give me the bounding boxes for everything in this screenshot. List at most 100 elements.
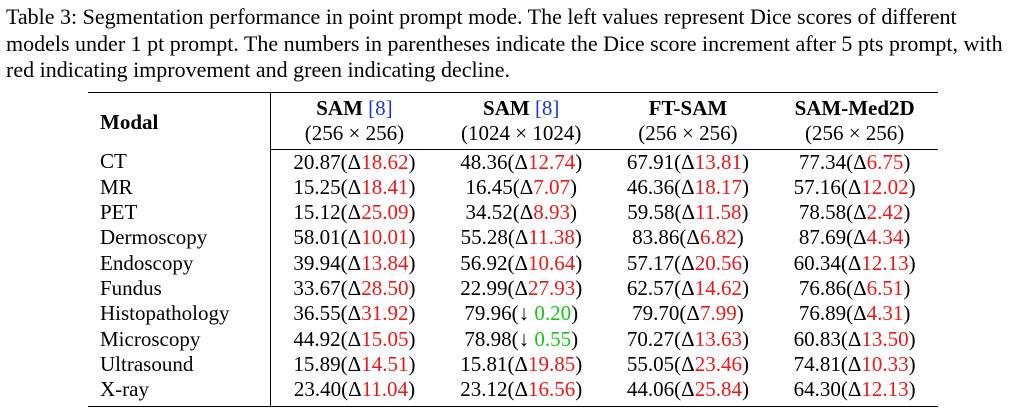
dice-score: 60.83 bbox=[793, 326, 841, 351]
close-paren: ) bbox=[741, 149, 749, 174]
close-paren: ) bbox=[741, 250, 749, 275]
dice-increment: 7.99 bbox=[699, 301, 737, 326]
column-resolution: (256 × 256) bbox=[771, 121, 938, 150]
score-cell: 78.58(Δ2.42) bbox=[771, 200, 938, 225]
dice-increment: 15.05 bbox=[361, 326, 409, 351]
score-cell: 64.30(Δ12.13) bbox=[771, 377, 938, 406]
open-paren: ( bbox=[511, 326, 519, 351]
modal-cell: MR bbox=[88, 174, 271, 201]
score-cell: 60.83(Δ13.50) bbox=[771, 327, 938, 352]
modal-cell: Endoscopy bbox=[88, 250, 271, 277]
delta-symbol: Δ bbox=[347, 326, 362, 351]
table-row: Histopathology 36.55(Δ31.92) 79.96(↓ 0.20)… bbox=[88, 301, 938, 327]
open-paren: ( bbox=[340, 301, 348, 326]
dice-increment: 27.93 bbox=[527, 276, 576, 301]
open-paren: ( bbox=[840, 351, 848, 376]
score-cell: 48.36(Δ12.74) bbox=[438, 149, 605, 175]
dice-score: 76.89 bbox=[798, 301, 847, 326]
citation-link[interactable]: [8] bbox=[534, 96, 560, 120]
dice-score: 15.89 bbox=[293, 351, 341, 376]
dice-increment: 31.92 bbox=[361, 301, 409, 326]
results-table-container: Modal SAM [8] SAM [8] FT-SAM SAM-Med2D (… bbox=[88, 92, 938, 407]
dice-score: 15.25 bbox=[293, 174, 341, 199]
dice-score: 78.58 bbox=[798, 200, 847, 225]
open-paren: ( bbox=[674, 174, 682, 199]
close-paren: ) bbox=[408, 377, 416, 402]
delta-symbol: Δ bbox=[347, 200, 362, 225]
open-paren: ( bbox=[840, 326, 848, 351]
dice-score: 60.34 bbox=[793, 250, 841, 275]
dice-increment: 12.13 bbox=[861, 377, 909, 402]
close-paren: ) bbox=[408, 149, 416, 174]
score-cell: 23.12(Δ16.56) bbox=[438, 377, 605, 406]
table-body: CT 20.87(Δ18.62) 48.36(Δ12.74) 67.91(Δ13.81… bbox=[88, 149, 938, 407]
table-caption: Table 3: Segmentation performance in poi… bbox=[6, 4, 1003, 82]
score-cell: 58.01(Δ10.01) bbox=[271, 225, 438, 250]
open-paren: ( bbox=[340, 326, 348, 351]
delta-symbol: Δ bbox=[847, 250, 862, 275]
delta-symbol: Δ bbox=[519, 174, 534, 199]
column-header-sam-1024: SAM [8] bbox=[438, 93, 605, 122]
open-paren: ( bbox=[507, 377, 515, 402]
dice-score: 23.12 bbox=[460, 377, 508, 402]
dice-score: 23.40 bbox=[293, 377, 342, 402]
modal-column-header: Modal bbox=[88, 92, 271, 150]
score-cell: 22.99(Δ27.93) bbox=[438, 276, 605, 301]
close-paren: ) bbox=[903, 200, 911, 225]
delta-symbol: Δ bbox=[681, 250, 695, 275]
dice-score: 87.69 bbox=[798, 225, 847, 250]
dice-score: 76.86 bbox=[798, 276, 847, 301]
dice-score: 22.99 bbox=[460, 276, 508, 301]
delta-symbol: Δ bbox=[347, 250, 362, 275]
score-cell: 56.92(Δ10.64) bbox=[438, 251, 605, 276]
open-paren: ( bbox=[674, 250, 682, 275]
dice-increment: 19.85 bbox=[527, 351, 576, 376]
close-paren: ) bbox=[736, 225, 744, 250]
score-cell: 83.86(Δ6.82) bbox=[605, 225, 772, 250]
close-paren: ) bbox=[408, 200, 416, 225]
score-cell: 57.16(Δ12.02) bbox=[771, 175, 938, 200]
open-paren: ( bbox=[340, 225, 348, 250]
delta-symbol: Δ bbox=[686, 301, 700, 326]
delta-symbol: Δ bbox=[347, 276, 362, 301]
close-paren: ) bbox=[903, 149, 911, 174]
dice-score: 59.58 bbox=[627, 200, 675, 225]
score-cell: 87.69(Δ4.34) bbox=[771, 225, 938, 250]
close-paren: ) bbox=[741, 276, 749, 301]
dice-increment: 18.17 bbox=[694, 174, 742, 199]
dice-decrement: 0.20 bbox=[534, 301, 572, 326]
delta-symbol: Δ bbox=[347, 225, 362, 250]
table-header: Modal SAM [8] SAM [8] FT-SAM SAM-Med2D (… bbox=[88, 92, 938, 150]
close-paren: ) bbox=[408, 301, 416, 326]
dice-score: 64.30 bbox=[793, 377, 841, 402]
dice-score: 16.45 bbox=[465, 174, 513, 199]
score-cell: 44.92(Δ15.05) bbox=[271, 327, 438, 352]
score-cell: 33.67(Δ28.50) bbox=[271, 276, 438, 301]
delta-symbol: Δ bbox=[514, 351, 528, 376]
column-name: SAM bbox=[316, 96, 363, 120]
citation-link[interactable]: [8] bbox=[368, 96, 393, 120]
delta-symbol: Δ bbox=[853, 225, 867, 250]
open-paren: ( bbox=[507, 276, 515, 301]
dice-increment: 10.64 bbox=[527, 250, 576, 275]
dice-score: 20.87 bbox=[293, 149, 341, 174]
close-paren: ) bbox=[741, 326, 749, 351]
close-paren: ) bbox=[408, 276, 416, 301]
score-cell: 62.57(Δ14.62) bbox=[605, 276, 772, 301]
dice-decrement: 0.55 bbox=[534, 326, 572, 351]
down-arrow-icon: ↓ bbox=[518, 301, 535, 326]
dice-increment: 12.02 bbox=[861, 174, 909, 199]
close-paren: ) bbox=[903, 301, 911, 326]
open-paren: ( bbox=[846, 276, 854, 301]
score-cell: 16.45(Δ7.07) bbox=[438, 175, 605, 200]
dice-score: 44.06 bbox=[626, 377, 675, 402]
open-paren: ( bbox=[846, 301, 854, 326]
delta-symbol: Δ bbox=[514, 225, 529, 250]
dice-score: 83.86 bbox=[632, 225, 680, 250]
open-paren: ( bbox=[340, 250, 348, 275]
close-paren: ) bbox=[908, 250, 916, 275]
score-cell: 34.52(Δ8.93) bbox=[438, 200, 605, 225]
dice-score: 77.34 bbox=[798, 149, 847, 174]
open-paren: ( bbox=[340, 200, 348, 225]
close-paren: ) bbox=[903, 225, 911, 250]
